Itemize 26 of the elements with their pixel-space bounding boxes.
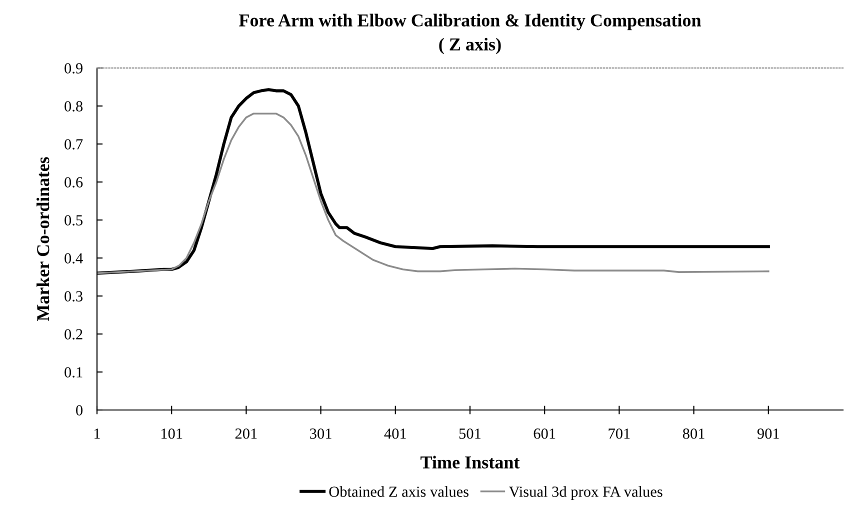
y-tick-label: 0.4	[64, 253, 83, 264]
y-tick-label: 0.7	[64, 139, 83, 150]
x-tick-label: 1	[94, 428, 100, 439]
x-tick-label: 101	[161, 428, 182, 439]
y-tick-label: 0.2	[64, 329, 82, 340]
x-tick-label: 501	[459, 428, 481, 439]
x-tick-label: 201	[235, 428, 257, 439]
legend-label: Obtained Z axis values	[329, 486, 468, 497]
x-axis-title: Time Instant	[420, 456, 520, 469]
y-tick-label: 0	[76, 405, 83, 416]
chart-subtitle: ( Z axis)	[439, 38, 501, 54]
x-tick-label: 801	[682, 428, 704, 439]
y-axis-title: Marker Co-ordinates	[36, 157, 50, 322]
x-tick-label: 901	[757, 428, 779, 439]
x-tick-label: 701	[608, 428, 630, 439]
x-tick-label: 301	[310, 428, 332, 439]
y-tick-label: 0.6	[64, 177, 83, 188]
chart-title: Fore Arm with Elbow Calibration & Identity Compensation	[239, 14, 702, 30]
x-tick-label: 601	[534, 428, 556, 439]
legend-label: Visual 3d prox FA values	[508, 486, 662, 500]
y-tick-label: 0.1	[64, 367, 82, 378]
y-tick-label: 0.8	[64, 101, 83, 112]
y-tick-label: 0.3	[64, 291, 83, 302]
x-tick-label: 401	[384, 428, 406, 439]
y-tick-label: 0.9	[64, 63, 82, 74]
y-tick-label: 0.5	[64, 215, 83, 226]
